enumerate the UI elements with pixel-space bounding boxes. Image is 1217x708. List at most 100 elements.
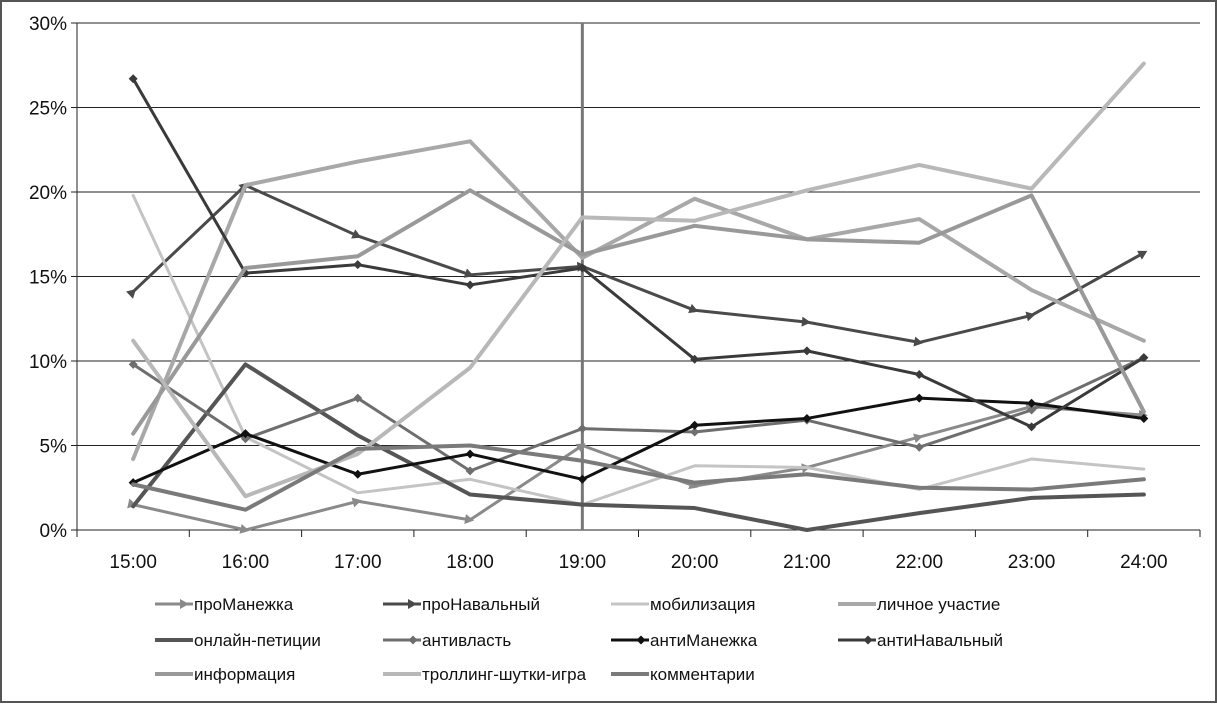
legend-item: информация [155,665,295,684]
data-point [802,413,812,423]
legend-item: личное участие [838,595,1000,614]
x-tick-label: 17:00 [334,552,382,573]
legend-label: проНавальный [422,595,540,614]
legend-label: антивласть [422,631,511,650]
data-point [465,466,475,476]
series-line [131,362,1146,532]
data-point [239,524,250,534]
series-line [131,139,1146,462]
y-tick-label: 30% [29,14,67,35]
data-point [128,359,138,369]
y-tick-label: 25% [29,99,67,120]
series-антиНавальный [128,74,1149,432]
data-point [1139,353,1149,363]
legend-item: антиНавальный [838,631,1003,650]
x-axis: 15:00 16:00 17:00 18:00 19:00 20:00 21:00 22:00… [76,530,1201,573]
y-axis: 0% 5% 10% 15% 20% 25% 30% [29,14,78,542]
legend-label: комментарии [650,665,755,684]
series-комментарии [131,443,1146,512]
legend-item: проНавальный [383,595,540,614]
x-tick-label: 21:00 [783,552,831,573]
data-point [351,229,362,239]
y-tick-label: 15% [29,268,67,289]
x-tick-label: 18:00 [446,552,494,573]
data-point [1027,422,1037,432]
series-личное участие [131,139,1146,462]
data-point [464,514,474,524]
series-line [131,405,1146,532]
legend-label: личное участие [877,595,1000,614]
data-point [180,599,189,609]
data-point [351,497,362,508]
x-tick-label: 20:00 [671,552,719,573]
data-point [353,393,363,403]
series-line [131,188,1146,436]
data-point [463,268,474,278]
legend-item: онлайн-петиции [155,631,321,650]
y-tick-label: 10% [29,352,67,373]
data-point [240,429,250,439]
data-point [636,635,646,645]
series-информация [131,188,1146,436]
legend: проМанежка проНавальный мобилизация личное … [155,595,1003,684]
data-point [465,449,475,459]
y-tick-label: 0% [40,521,68,542]
series-троллинг-шутки-игра [131,61,1146,499]
data-point [801,316,811,327]
data-point [1027,405,1037,415]
series-line [131,443,1146,512]
x-tick-label: 15:00 [109,552,157,573]
data-point [465,280,475,290]
data-point [126,288,137,299]
x-tick-label: 19:00 [559,552,607,573]
data-point [914,370,924,380]
series-онлайн-петиции [131,362,1146,532]
data-point [914,393,924,403]
data-point [577,263,587,273]
data-point [1137,250,1148,260]
legend-item: троллинг-шутки-игра [383,665,587,684]
data-point [408,635,418,645]
series-line [131,61,1146,499]
legend-item: проМанежка [155,595,294,614]
series-проМанежка [127,403,1148,534]
series-line [131,356,1146,473]
data-point [913,336,924,347]
series-line [131,193,1146,507]
data-point [802,346,812,356]
series-line [131,77,1146,429]
data-point [690,354,700,364]
series-lines [126,61,1149,534]
legend-label: антиМанежка [650,631,758,650]
series-мобилизация [131,193,1146,507]
data-point [690,420,700,430]
legend-label: мобилизация [650,595,755,614]
y-tick-label: 20% [29,183,67,204]
data-point [575,443,586,453]
legend-label: троллинг-шутки-игра [422,665,587,684]
data-point [688,303,699,314]
data-point [353,260,363,270]
data-point [577,424,587,434]
data-point [408,599,417,609]
legend-label: информация [194,665,295,684]
data-point [1139,413,1149,423]
data-point [913,433,924,444]
x-tick-label: 23:00 [1008,552,1056,573]
data-point [577,474,587,484]
data-point [1025,311,1036,322]
data-point [914,442,924,452]
data-point [690,427,700,437]
data-point [128,74,138,84]
legend-item: мобилизация [611,595,755,614]
x-tick-label: 24:00 [1120,552,1168,573]
legend-item: комментарии [611,665,755,684]
x-tick-label: 16:00 [222,552,270,573]
data-point [863,635,873,645]
legend-item: антиМанежка [611,631,758,650]
legend-item: антивласть [383,631,511,650]
data-point [240,434,250,444]
